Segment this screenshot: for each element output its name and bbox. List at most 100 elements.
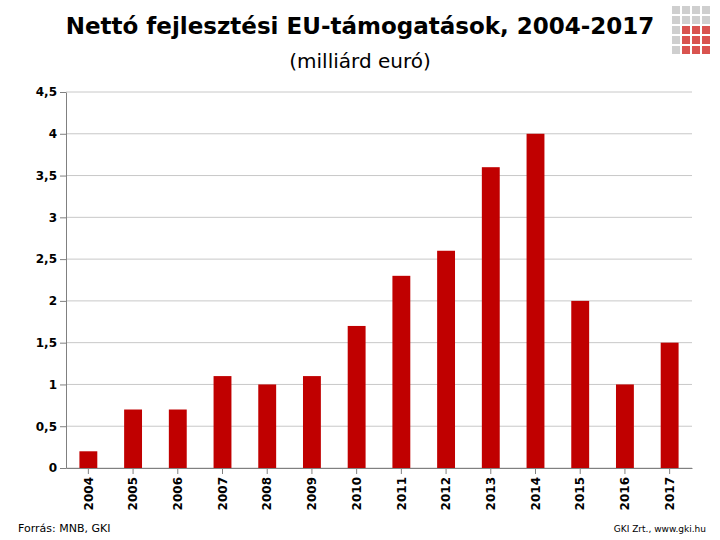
logo-cell [692,26,700,34]
y-tick-label: 0 [49,461,57,475]
y-tick-mark [60,384,66,385]
bars [79,134,678,468]
logo-cell [682,16,690,24]
bar [661,343,679,468]
x-tick: 2004 [82,468,96,510]
x-tick-mark [401,468,402,474]
grid-line [66,175,692,176]
x-tick: 2007 [216,468,230,510]
logo-cell [682,26,690,34]
logo [672,6,710,54]
y-tick-mark [60,217,66,218]
x-tick-mark [311,468,312,474]
logo-cell [692,16,700,24]
y-tick-label: 3 [49,211,57,225]
x-tick-mark [490,468,491,474]
x-tick: 2010 [350,468,364,510]
grid-line [66,300,692,301]
x-tick: 2016 [618,468,632,510]
x-tick-mark [669,468,670,474]
source: Forrás: MNB, GKI [18,522,110,535]
y-tick: 3,5 [36,169,66,183]
bar [79,451,97,468]
y-tick-label: 0,5 [36,420,57,434]
x-tick-mark [88,468,89,474]
x-tick: 2008 [260,468,274,510]
logo-cell [682,6,690,14]
logo-cell [672,46,680,54]
logo-cell [702,6,710,14]
logo-cell [692,6,700,14]
grid-line [66,468,692,469]
logo-cell [702,16,710,24]
grid [66,92,692,468]
x-tick: 2014 [529,468,543,510]
y-axis: 0 0,5 1 1,5 2 2,5 3 3,5 4 4,5 [36,85,67,475]
logo-cell [672,36,680,44]
x-axis: 2004200520062007200820092010201120122013… [67,468,693,510]
y-tick-label: 2 [49,294,57,308]
x-tick: 2006 [171,468,185,510]
x-tick-mark [133,468,134,474]
x-tick: 2011 [395,468,409,510]
y-tick-label: 4,5 [36,85,57,99]
y-tick: 3 [49,211,66,225]
logo-cell [672,16,680,24]
x-tick-mark [535,468,536,474]
x-tick-label: 2015 [573,477,587,510]
subtitle: (milliárd euró) [289,49,431,73]
y-axis-line [66,93,67,469]
x-tick-label: 2006 [171,477,185,510]
x-tick: 2012 [439,468,453,510]
x-tick-mark [624,468,625,474]
bar [214,376,232,468]
logo-cell [682,46,690,54]
logo-cell [672,26,680,34]
y-tick-mark [60,134,66,135]
credit: GKI Zrt., www.gki.hu [614,524,706,534]
grid-line [66,133,692,134]
grid-line [66,92,692,93]
x-axis-line [67,468,693,469]
logo-cell [672,6,680,14]
x-tick-label: 2005 [126,477,140,510]
x-tick-mark [446,468,447,474]
plot: 0 0,5 1 1,5 2 2,5 3 3,5 4 4,5 2004 2005 2006 2007 2008… [36,85,693,510]
grid-line [66,217,692,218]
bar [616,384,634,468]
bar [124,410,142,468]
x-tick-label: 2007 [216,477,230,510]
y-tick-mark [60,426,66,427]
x-tick: 2017 [663,468,677,510]
y-tick-label: 1 [49,378,57,392]
bar [258,384,276,468]
y-tick: 2,5 [36,252,66,266]
y-tick: 0 [49,461,66,475]
x-tick-label: 2012 [439,477,453,510]
bar [348,326,366,468]
y-tick-mark [60,301,66,302]
y-tick: 0,5 [36,420,66,434]
logo-cell [692,36,700,44]
bar [437,251,455,468]
y-tick: 2 [49,294,66,308]
x-tick-label: 2009 [305,477,319,510]
y-tick: 1,5 [36,336,66,350]
x-tick-label: 2011 [395,477,409,510]
bar [527,134,545,468]
bar [169,410,187,468]
x-tick-mark [580,468,581,474]
x-tick: 2015 [573,468,587,510]
title: Nettó fejlesztési EU-támogatások, 2004-2… [66,13,655,39]
bar [482,167,500,468]
x-tick-label: 2010 [350,477,364,510]
y-tick-mark [60,92,66,93]
x-tick-label: 2004 [82,477,96,510]
logo-cell [702,26,710,34]
bar [571,301,589,468]
x-tick-mark [222,468,223,474]
x-tick-mark [177,468,178,474]
x-tick-label: 2016 [618,477,632,510]
y-tick: 4 [49,127,66,141]
y-tick-label: 4 [49,127,57,141]
